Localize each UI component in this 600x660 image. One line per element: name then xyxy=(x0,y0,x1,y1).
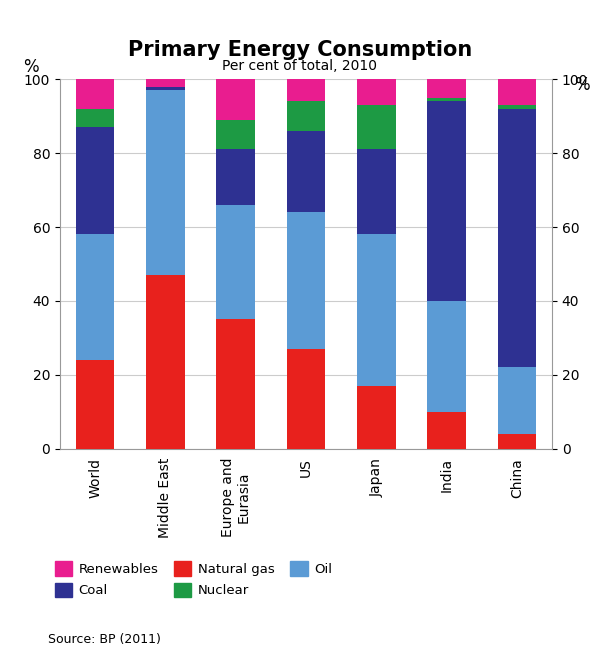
Bar xyxy=(146,86,185,90)
Bar xyxy=(217,79,255,120)
Bar xyxy=(427,98,466,102)
Y-axis label: %: % xyxy=(574,75,589,94)
Bar xyxy=(146,90,185,275)
Text: Source: BP (2011): Source: BP (2011) xyxy=(48,634,161,647)
Bar xyxy=(76,127,115,234)
Bar xyxy=(357,234,395,386)
Bar xyxy=(217,319,255,449)
Bar xyxy=(287,79,325,102)
Bar xyxy=(287,102,325,131)
Bar xyxy=(427,412,466,449)
Bar xyxy=(427,301,466,412)
Bar xyxy=(76,109,115,127)
Bar xyxy=(76,79,115,109)
Bar xyxy=(287,213,325,349)
Bar xyxy=(497,368,536,434)
Bar xyxy=(146,275,185,449)
Bar xyxy=(357,149,395,234)
Legend: Renewables, Coal, Natural gas, Nuclear, Oil: Renewables, Coal, Natural gas, Nuclear, … xyxy=(55,562,332,597)
Bar xyxy=(497,79,536,105)
Bar xyxy=(497,105,536,109)
Bar xyxy=(146,79,185,86)
Text: Per cent of total, 2010: Per cent of total, 2010 xyxy=(223,59,377,73)
Bar xyxy=(287,349,325,449)
Bar xyxy=(497,109,536,368)
Bar xyxy=(287,131,325,213)
Bar xyxy=(217,149,255,205)
Bar xyxy=(76,360,115,449)
Bar xyxy=(427,79,466,98)
Bar xyxy=(217,120,255,149)
Y-axis label: %: % xyxy=(23,57,38,75)
Bar xyxy=(497,434,536,449)
Bar xyxy=(427,102,466,301)
Text: Primary Energy Consumption: Primary Energy Consumption xyxy=(128,40,472,59)
Bar xyxy=(357,79,395,105)
Bar xyxy=(357,386,395,449)
Bar xyxy=(76,234,115,360)
Bar xyxy=(357,105,395,149)
Bar xyxy=(217,205,255,319)
